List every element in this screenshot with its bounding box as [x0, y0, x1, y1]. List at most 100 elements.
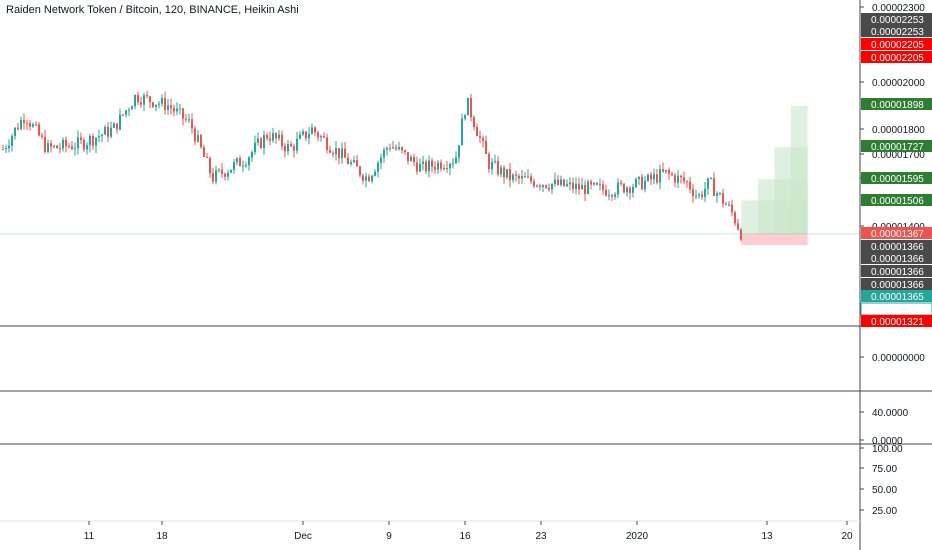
price-badge-label: 0.00002205	[871, 53, 924, 64]
candle-body	[305, 131, 307, 139]
candle-body	[353, 160, 355, 163]
candle-body	[242, 165, 244, 167]
candle-body	[122, 114, 124, 116]
candle-body	[554, 179, 556, 184]
candle-body	[464, 115, 466, 119]
candle-body	[161, 97, 163, 104]
candle-body	[95, 137, 97, 146]
candle-body	[392, 147, 394, 149]
candle-body	[26, 122, 28, 124]
pane-tick-label: 0.00000000	[872, 353, 925, 364]
candle-body	[443, 168, 445, 170]
candle-body	[293, 146, 295, 151]
candle-body	[101, 134, 103, 137]
price-badge-label: 0.00001366	[871, 242, 924, 253]
candle-body	[740, 229, 742, 240]
candle-body	[680, 175, 682, 178]
price-badge-label: 0.00002205	[871, 40, 924, 51]
candle-body	[656, 174, 658, 183]
candle-body	[578, 183, 580, 190]
candle-body	[500, 167, 502, 175]
price-badge	[861, 172, 932, 184]
candle-body	[152, 102, 154, 107]
candle-body	[602, 184, 604, 190]
price-badge-label: 0.00001367	[871, 229, 924, 240]
candle-body	[35, 124, 37, 126]
candle-body	[200, 135, 202, 148]
candle-body	[182, 108, 184, 119]
price-badge	[861, 13, 932, 25]
candle-body	[41, 135, 43, 137]
candle-body	[497, 161, 499, 175]
candle-body	[89, 136, 91, 146]
candle-body	[662, 169, 664, 172]
candle-body	[518, 175, 520, 179]
pane-tick-label: 75.00	[872, 464, 897, 475]
candle-body	[20, 120, 22, 130]
candle-body	[446, 168, 448, 170]
candle-body	[698, 194, 700, 196]
price-badge-label: 0.00001595	[871, 174, 924, 185]
candle-body	[137, 94, 139, 103]
x-tick-label: 9	[386, 531, 392, 542]
price-badge-label: 0.00002253	[871, 27, 924, 38]
candle-body	[713, 178, 715, 196]
y-tick-label: 0.00001800	[872, 125, 925, 136]
candle-body	[590, 181, 592, 185]
candle-body	[671, 173, 673, 176]
candle-body	[236, 158, 238, 163]
candle-body	[194, 128, 196, 142]
price-badge-label: 0.00001366	[871, 267, 924, 278]
candle-body	[158, 103, 160, 105]
pane-tick-label: 100.00	[872, 444, 903, 455]
candle-body	[638, 176, 640, 179]
candle-body	[185, 118, 187, 120]
price-badge	[861, 98, 932, 110]
candle-body	[254, 142, 256, 153]
candle-body	[227, 172, 229, 177]
candle-body	[581, 185, 583, 190]
candle-body	[290, 144, 292, 147]
candle-body	[557, 179, 559, 185]
candle-body	[452, 163, 454, 165]
candle-body	[212, 173, 214, 182]
candle-body	[524, 176, 526, 178]
candle-body	[617, 182, 619, 195]
price-badge	[861, 240, 932, 252]
candle-body	[107, 126, 109, 137]
candle-body	[476, 126, 478, 137]
candle-body	[380, 157, 382, 163]
candle-body	[389, 148, 391, 150]
price-badge	[861, 290, 932, 302]
candle-body	[596, 182, 598, 185]
candle-body	[455, 157, 457, 164]
candle-body	[359, 166, 361, 176]
candle-body	[398, 147, 400, 150]
candle-body	[506, 169, 508, 178]
candle-body	[74, 148, 76, 150]
candle-body	[221, 169, 223, 174]
candle-body	[374, 171, 376, 176]
candle-body	[626, 187, 628, 193]
candle-body	[683, 177, 685, 182]
candle-body	[350, 162, 352, 165]
candle-body	[560, 179, 562, 185]
candle-body	[449, 164, 451, 169]
candle-body	[566, 184, 568, 186]
candle-body	[563, 179, 565, 186]
candle-body	[530, 176, 532, 182]
x-tick-label: 16	[459, 531, 471, 542]
candle-body	[431, 160, 433, 167]
candle-body	[287, 144, 289, 152]
candle-body	[44, 136, 46, 152]
candle-body	[308, 134, 310, 139]
candle-body	[344, 148, 346, 158]
candle-body	[8, 145, 10, 149]
candle-body	[419, 163, 421, 172]
pane-tick-label: 25.00	[872, 506, 897, 517]
candle-body	[539, 185, 541, 188]
candle-body	[710, 178, 712, 180]
candle-body	[251, 152, 253, 158]
candle-body	[170, 105, 172, 109]
